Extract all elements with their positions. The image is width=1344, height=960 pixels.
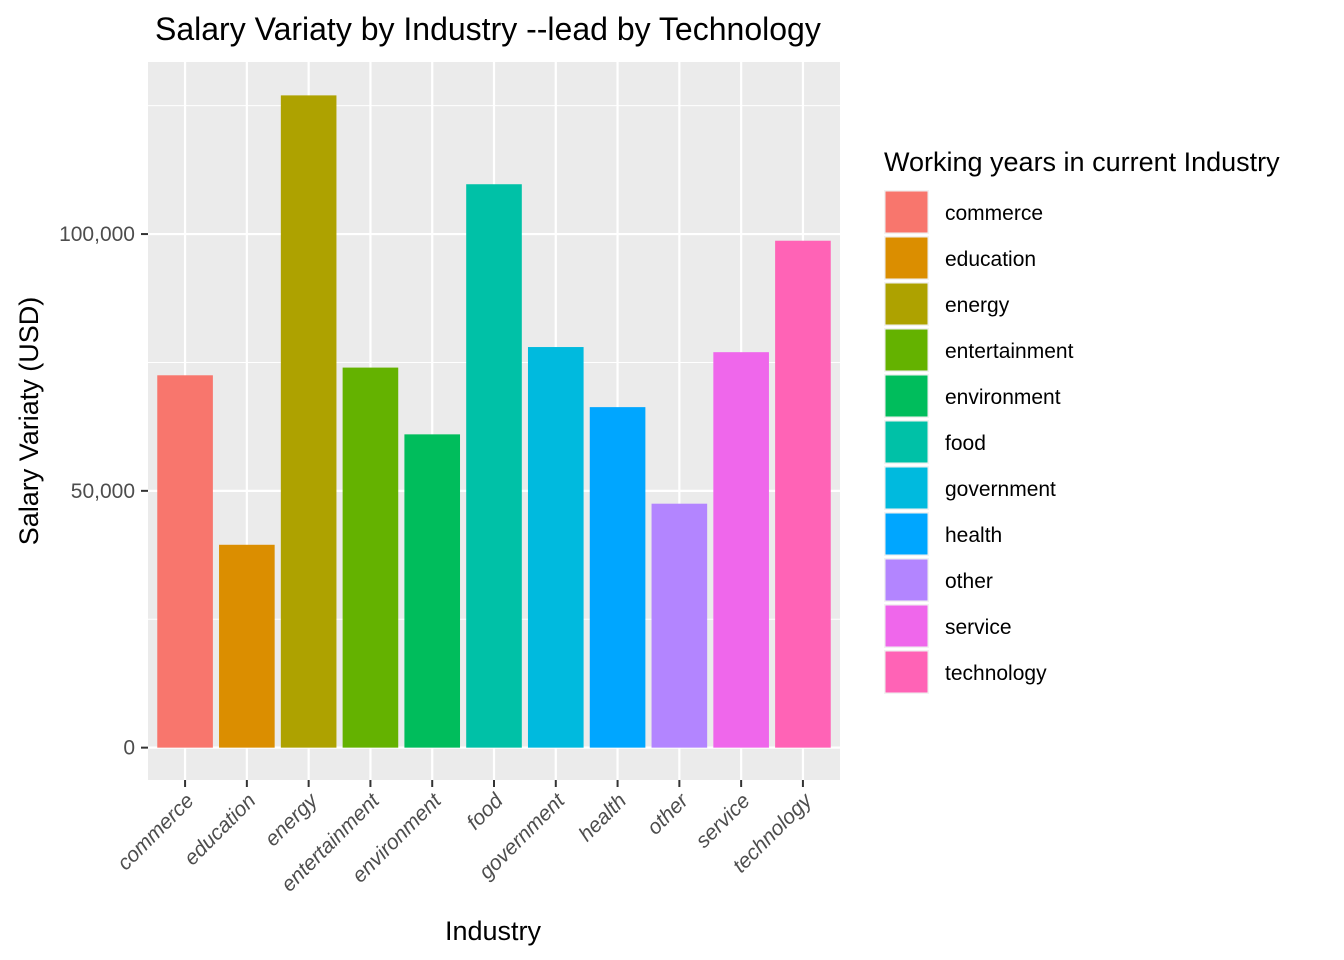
legend-swatch [885,191,928,233]
x-axis-title: Industry [445,916,542,946]
legend-item-commerce: commerce [884,190,1043,234]
bar-education [219,544,275,748]
legend-label: food [945,432,986,455]
bar-entertainment [342,367,399,748]
legend-label: technology [945,662,1047,685]
legend-item-entertainment: entertainment [884,328,1074,372]
legend-label: other [945,570,993,593]
legend-item-education: education [884,236,1036,280]
legend-label: environment [945,386,1061,409]
y-tick-label: 100,000 [59,223,135,246]
bar-service [713,352,769,748]
legend-swatch [885,329,928,371]
y-tick-label: 0 [123,737,135,760]
legend-item-technology: technology [884,650,1047,694]
legend-label: commerce [945,202,1043,225]
legend: Working years in current Industry commer… [884,147,1280,694]
y-tick-label: 50,000 [71,480,135,503]
legend-item-health: health [884,512,1002,556]
legend-swatch [885,651,928,693]
bar-technology [775,240,831,748]
x-tick-label: health [574,789,631,846]
legend-label: entertainment [945,340,1074,363]
legend-swatch [885,421,928,463]
x-tick-label: commerce [113,789,199,875]
legend-item-service: service [884,604,1012,648]
x-tick-label: food [462,788,508,834]
x-tick-label: energy [261,788,324,851]
legend-label: education [945,248,1036,271]
legend-label: energy [945,294,1010,317]
legend-item-food: food [884,420,986,464]
legend-item-environment: environment [884,374,1061,418]
chart-title: Salary Variaty by Industry --lead by Tec… [155,11,821,47]
legend-label: government [945,478,1056,501]
bar-food [466,184,522,748]
legend-swatch [885,467,928,509]
legend-label: health [945,524,1002,547]
legend-item-other: other [884,558,993,602]
bar-other [651,503,708,748]
legend-swatch [885,237,928,279]
bar-environment [404,434,461,748]
legend-swatch [885,283,928,325]
legend-label: service [945,616,1012,639]
bar-commerce [157,375,213,748]
y-axis-title: Salary Variaty (USD) [14,297,44,546]
legend-title: Working years in current Industry [884,147,1280,177]
legend-swatch [885,605,928,647]
y-axis: 0 50,000 100,000 [59,223,148,760]
legend-swatch [885,375,928,417]
legend-swatch [885,559,928,601]
bars [157,95,831,748]
bar-energy [280,95,337,748]
legend-item-energy: energy [884,282,1010,326]
legend-item-government: government [884,466,1056,510]
bar-health [589,407,646,748]
x-tick-label: other [643,789,694,840]
legend-swatch [885,513,928,555]
bar-government [527,347,584,748]
